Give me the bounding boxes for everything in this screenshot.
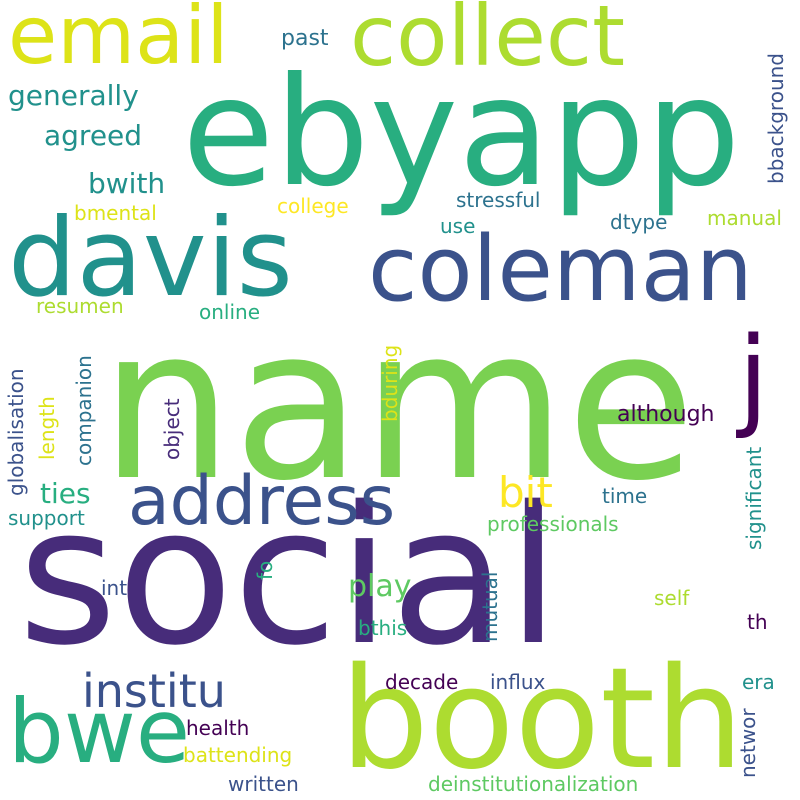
word-bbackground: bbackground [764, 53, 788, 184]
word-online: online [199, 300, 261, 324]
word-time: time [602, 484, 648, 508]
word-support: support [8, 506, 85, 530]
word-bthis: bthis [358, 616, 408, 640]
word-bwe: bwe [8, 680, 190, 783]
word-use: use [440, 214, 476, 238]
word-play: play [348, 569, 412, 604]
word-networ: networ [736, 708, 760, 778]
word-object: object [160, 398, 184, 460]
word-bwith: bwith [88, 167, 166, 200]
word-written: written [228, 772, 299, 796]
word-mutual: mutual [478, 571, 502, 643]
word-globalisation: globalisation [4, 368, 28, 496]
word-j: j [738, 313, 769, 441]
word-self: self [654, 586, 690, 610]
word-deinstitutionalization: deinstitutionalization [428, 772, 639, 796]
word-address: address [128, 462, 396, 541]
word-battending: battending [183, 743, 293, 767]
word-dtype: dtype [610, 210, 668, 234]
word-resumen: resumen [36, 294, 124, 318]
word-era: era [742, 670, 775, 694]
word-ebyapp: ebyapp [182, 46, 741, 220]
word-davis: davis [8, 196, 293, 321]
word-professionals: professionals [487, 512, 619, 536]
word-although: although [617, 402, 715, 427]
word-bduring: bduring [378, 344, 402, 422]
word-influx: influx [490, 670, 546, 694]
word-name: name [100, 282, 696, 527]
word-collect: collect [350, 0, 626, 85]
word-significant: significant [742, 446, 766, 550]
word-ties: ties [40, 477, 91, 510]
word-health: health [186, 716, 250, 740]
word-bit: bit [498, 468, 553, 517]
word-coleman: coleman [368, 217, 753, 322]
word-agreed: agreed [44, 119, 143, 152]
word-stressful: stressful [456, 188, 541, 212]
word-institu: institu [82, 664, 226, 718]
word-past: past [281, 26, 329, 51]
word-th: th [747, 610, 768, 634]
word-generally: generally [8, 79, 139, 112]
word-manual: manual [707, 206, 782, 230]
word-length: length [35, 396, 59, 460]
word-fo: fo [253, 560, 277, 580]
word-decade: decade [385, 670, 459, 694]
word-bmental: bmental [74, 201, 157, 225]
word-social: social [18, 466, 560, 687]
word-companion: companion [72, 355, 96, 466]
word-booth: booth [340, 638, 744, 800]
word-college: college [277, 194, 349, 218]
word-int: int [101, 576, 128, 600]
word-email: email [8, 0, 229, 82]
